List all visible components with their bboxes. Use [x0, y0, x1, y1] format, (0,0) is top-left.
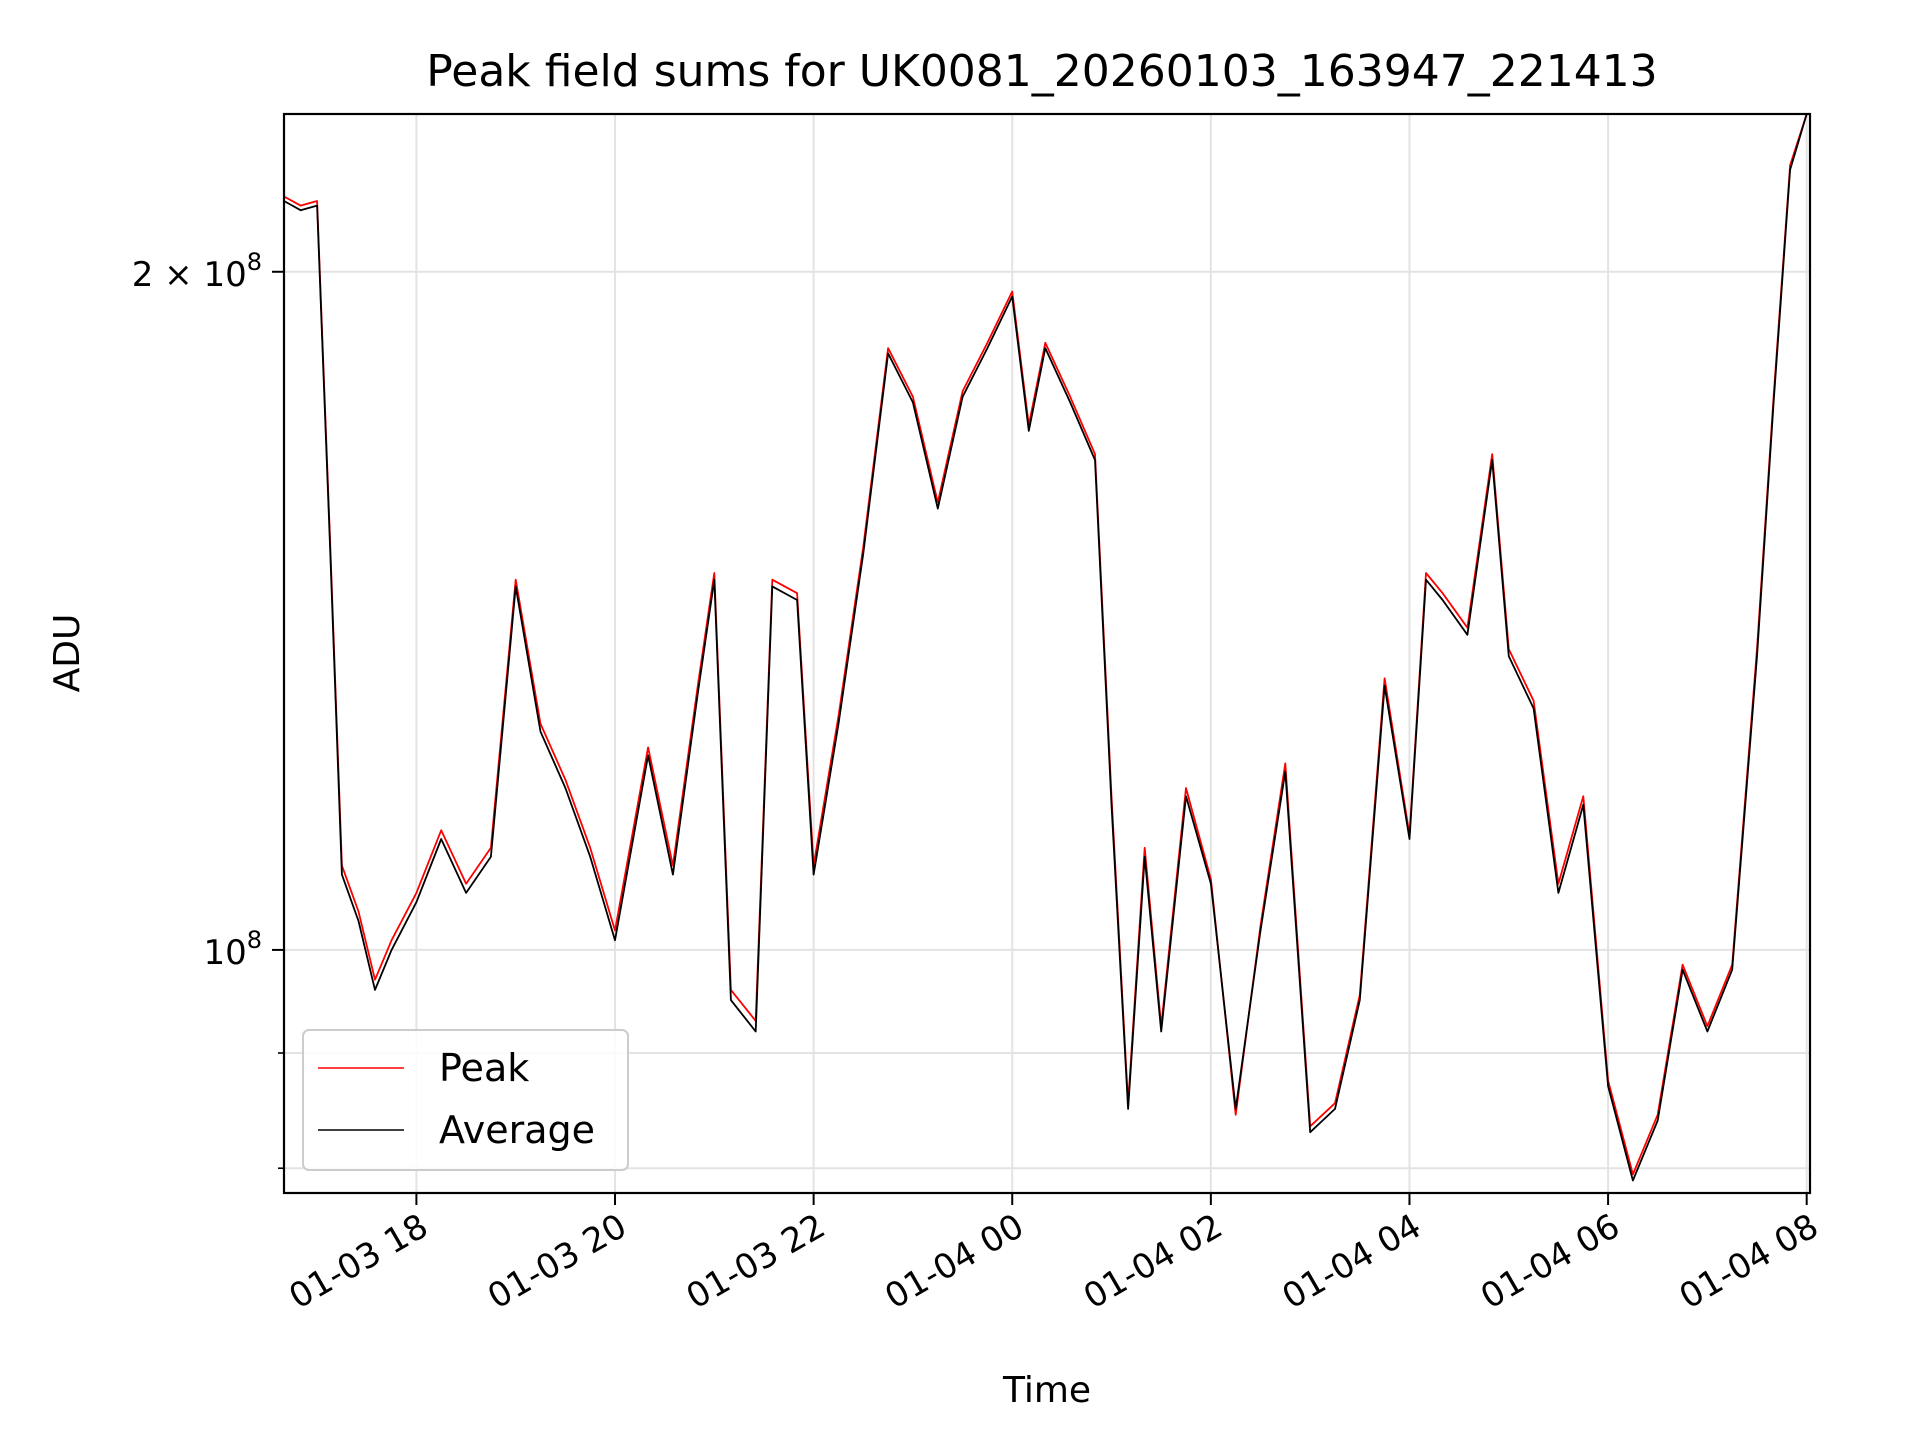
chart-title: Peak field sums for UK0081_20260103_1639…	[426, 46, 1657, 97]
y-tick-label: 108	[203, 926, 262, 973]
y-tick-label: 2 × 108	[132, 248, 262, 295]
legend-label-average: Average	[439, 1108, 595, 1152]
series-average-line	[283, 113, 1808, 1182]
y-axis-ticks: 108 2 × 108	[132, 248, 284, 1170]
y-axis-label: ADU	[47, 614, 88, 693]
legend: Peak Average	[302, 1029, 629, 1171]
legend-box	[302, 1029, 629, 1171]
legend-label-peak: Peak	[439, 1046, 529, 1090]
series-lines	[283, 113, 1808, 1182]
x-axis-label: Time	[1002, 1370, 1091, 1411]
plot-frame	[282, 112, 1812, 1195]
